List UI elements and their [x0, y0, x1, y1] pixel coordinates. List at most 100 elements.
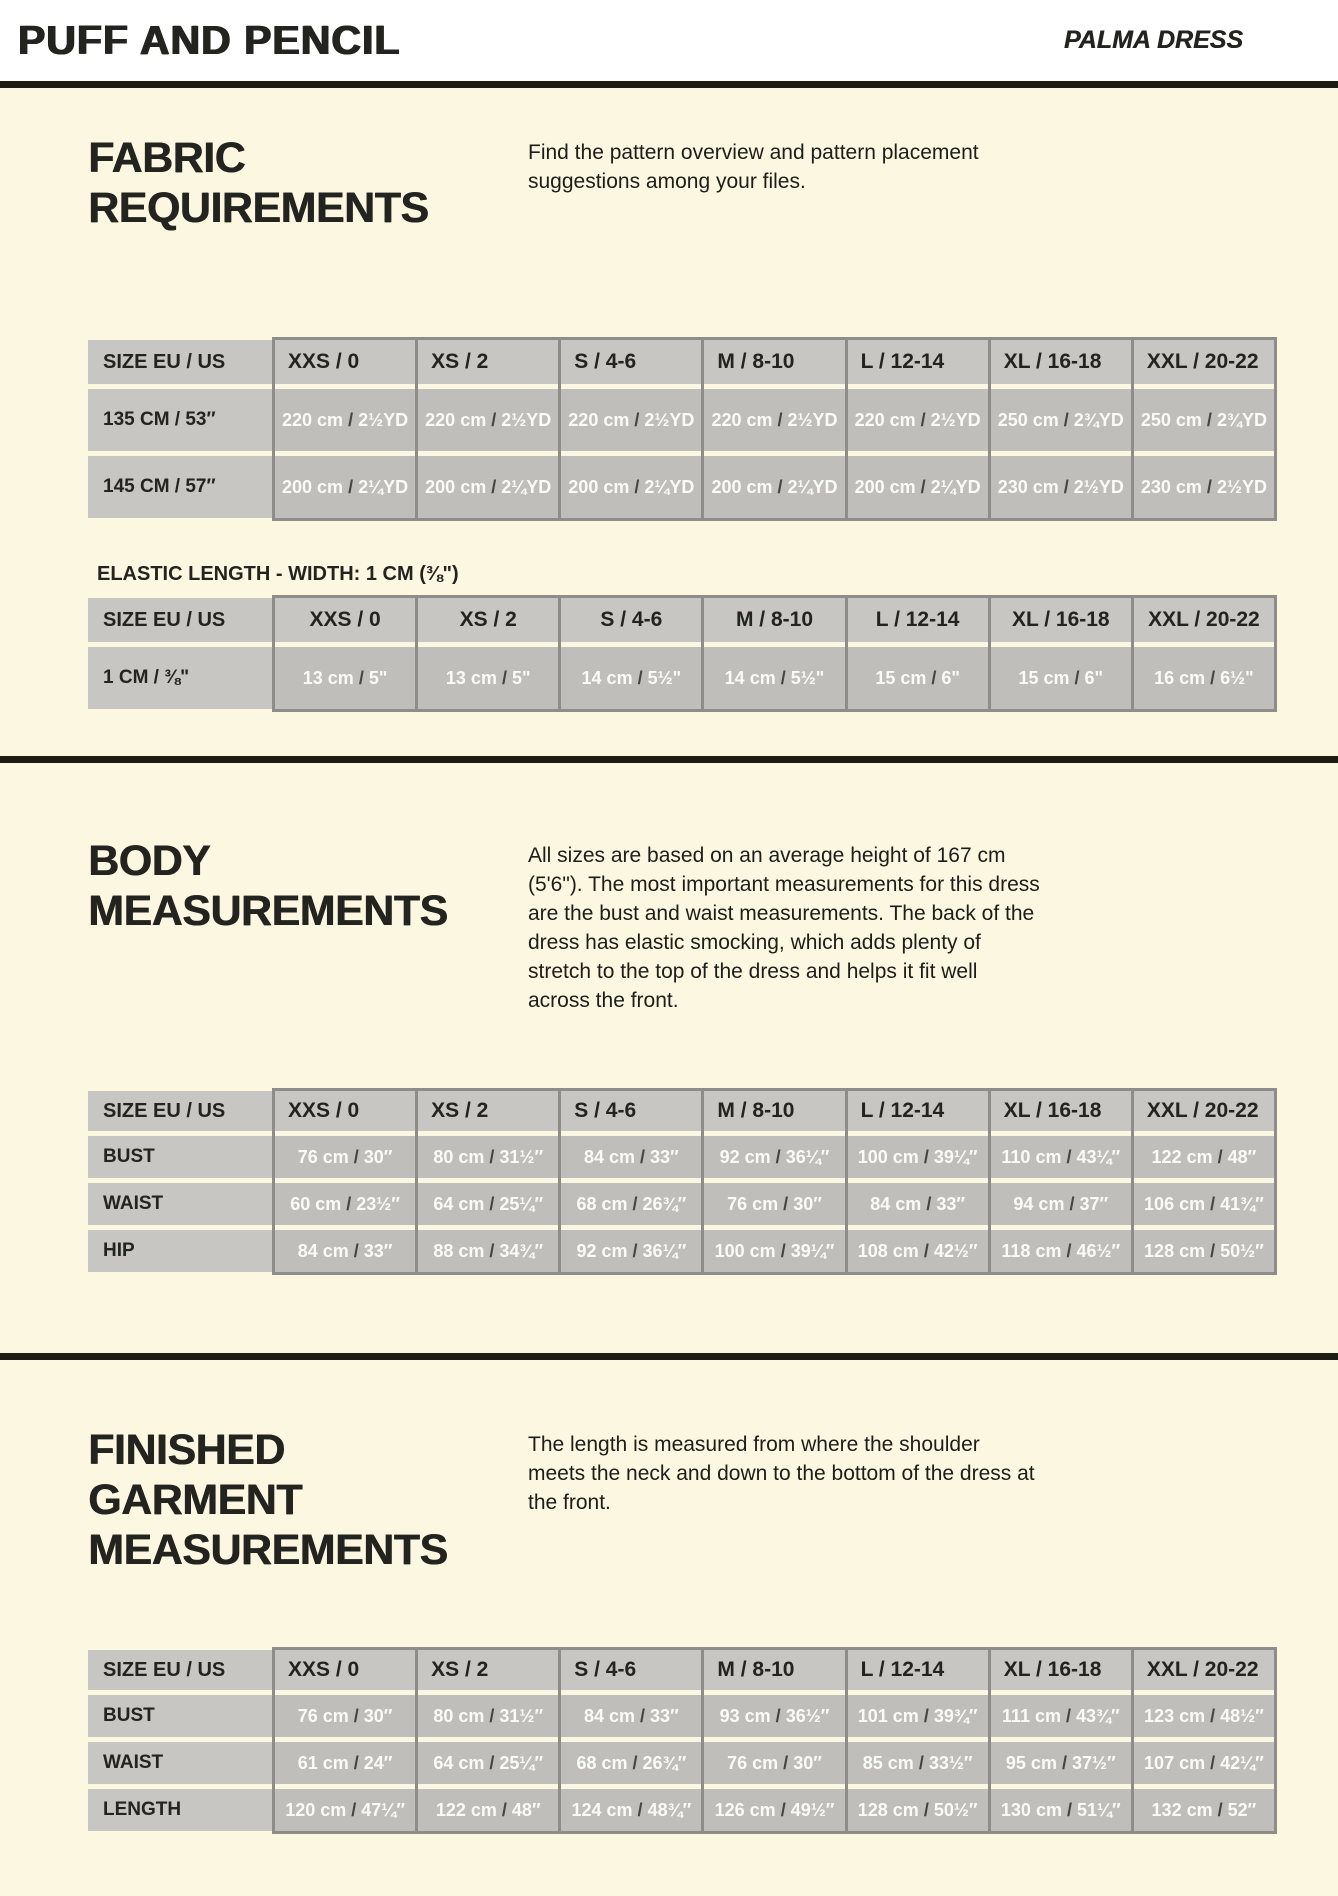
measurement-cell: 200 cm/2¼YD [704, 456, 845, 518]
size-column: XL / 16-18 110 cm/43¼″ 94 cm/37″ 118 cm/46½… [987, 1088, 1134, 1275]
fabric-section-intro: Find the pattern overview and pattern pl… [528, 141, 979, 193]
measurement-cell: 76 cm/30″ [704, 1183, 845, 1225]
measurement-cell: 230 cm/2½YD [990, 456, 1131, 518]
size-column: M / 8-10 92 cm/36¼″ 76 cm/30″ 100 cm/39¼″ [701, 1088, 848, 1275]
size-header-cell: M / 8-10 [704, 598, 845, 642]
measurement-cell: 61 cm/24″ [275, 1742, 416, 1784]
measurement-cell: 94 cm/37″ [990, 1183, 1131, 1225]
measurement-cell: 220 cm/2½YD [418, 389, 559, 451]
size-column: L / 12-14 220 cm/2½YD 200 cm/2¼YD [844, 337, 991, 521]
measurement-cell: 220 cm/2½YD [561, 389, 702, 451]
top-bar: PUFF AND PENCIL PALMA DRESS [0, 0, 1338, 81]
measurement-cell: 100 cm/39¼″ [847, 1136, 988, 1178]
measurement-cell: 76 cm/30″ [704, 1742, 845, 1784]
row-label-cell: 135 CM / 53″ [88, 389, 272, 451]
size-header-cell: L / 12-14 [847, 1091, 988, 1131]
measurement-cell: 123 cm/48½″ [1133, 1695, 1274, 1737]
measurement-cell: 92 cm/36¼″ [704, 1136, 845, 1178]
size-column: M / 8-10 220 cm/2½YD 200 cm/2¼YD [701, 337, 848, 521]
size-header-cell: M / 8-10 [704, 340, 845, 384]
size-header-cell: XXS / 0 [275, 1650, 416, 1690]
size-column: XS / 2 220 cm/2½YD 200 cm/2¼YD [415, 337, 562, 521]
size-label-column: SIZE EU / US BUST WAIST HIP [88, 1088, 272, 1275]
fabric-requirements-table: SIZE EU / US 135 CM / 53″ 145 CM / 57″ XXS … [88, 337, 1277, 521]
measurement-cell: 15 cm/6" [990, 647, 1131, 709]
measurement-cell: 250 cm/2¾YD [990, 389, 1131, 451]
size-label-column: SIZE EU / US BUST WAIST LENGTH [88, 1647, 272, 1834]
size-header-cell: XL / 16-18 [990, 340, 1131, 384]
size-column: XL / 16-18 111 cm/43¾″ 95 cm/37½″ 130 cm/51… [987, 1647, 1134, 1834]
size-column-header: SIZE EU / US [88, 340, 272, 384]
size-header-cell: S / 4-6 [561, 598, 702, 642]
measurement-cell: 220 cm/2½YD [275, 389, 416, 451]
document-title: PALMA DRESS [1063, 26, 1243, 54]
measurement-cell: 93 cm/36½″ [704, 1695, 845, 1737]
size-column: XL / 16-18 250 cm/2¾YD 230 cm/2½YD [987, 337, 1134, 521]
size-header-cell: XXL / 20-22 [1133, 340, 1274, 384]
row-label-cell: LENGTH [88, 1789, 272, 1831]
brand-logo: PUFF AND PENCIL [18, 17, 401, 63]
measurement-cell: 14 cm/5½" [704, 647, 845, 709]
size-label-column: SIZE EU / US 1 CM / ⅜" [88, 595, 272, 712]
measurement-cell: 128 cm/50½″ [847, 1789, 988, 1831]
row-label-cell: 145 CM / 57″ [88, 456, 272, 518]
section-fabric-requirements: FABRIC REQUIREMENTS Find the pattern over… [0, 88, 1338, 712]
measurement-cell: 107 cm/42¼″ [1133, 1742, 1274, 1784]
size-header-cell: XXS / 0 [275, 340, 416, 384]
size-column: XXL / 20-22 123 cm/48½″ 107 cm/42¼″ 132 cm /… [1130, 1647, 1277, 1834]
measurement-cell: 84 cm/33″ [847, 1183, 988, 1225]
size-column: S / 4-6 14 cm/5½" [558, 595, 705, 712]
size-header-cell: XXS / 0 [275, 598, 416, 642]
size-header-cell: XL / 16-18 [990, 1091, 1131, 1131]
size-header-cell: L / 12-14 [847, 598, 988, 642]
size-header-cell: XS / 2 [418, 1650, 559, 1690]
size-header-cell: XL / 16-18 [990, 1650, 1131, 1690]
fabric-section-title: FABRIC REQUIREMENTS [88, 134, 429, 232]
finished-garment-table: SIZE EU / US BUST WAIST LENGTH XXS / 0 76 cm /… [88, 1647, 1277, 1834]
measurement-cell: 13 cm/5" [418, 647, 559, 709]
size-header-cell: XXS / 0 [275, 1091, 416, 1131]
size-column: M / 8-10 14 cm/5½" [701, 595, 848, 712]
measurement-cell: 84 cm/33″ [561, 1695, 702, 1737]
size-column: L / 12-14 100 cm/39¼″ 84 cm/33″ 108 cm/42½″ [844, 1088, 991, 1275]
size-column-header: SIZE EU / US [88, 1091, 272, 1131]
section-divider [0, 756, 1338, 763]
size-column: XXS / 0 13 cm/5" [272, 595, 419, 712]
size-column: L / 12-14 15 cm/6" [844, 595, 991, 712]
size-header-cell: S / 4-6 [561, 1091, 702, 1131]
measurement-cell: 122 cm/48″ [418, 1789, 559, 1831]
size-header-cell: XL / 16-18 [990, 598, 1131, 642]
measurement-cell: 76 cm/30″ [275, 1695, 416, 1737]
size-header-cell: L / 12-14 [847, 340, 988, 384]
measurement-cell: 16 cm/6½" [1133, 647, 1274, 709]
size-column: XXL / 20-22 16 cm/6½" [1130, 595, 1277, 712]
body-section-head: BODY MEASUREMENTS All sizes are based on … [88, 836, 1277, 1015]
measurement-cell: 106 cm/41¾″ [1133, 1183, 1274, 1225]
measurement-cell: 230 cm/2½YD [1133, 456, 1274, 518]
size-header-cell: L / 12-14 [847, 1650, 988, 1690]
size-column: XS / 2 80 cm/31½″ 64 cm/25¼″ 122 cm/48″ [415, 1647, 562, 1834]
size-column: XL / 16-18 15 cm/6" [987, 595, 1134, 712]
size-header-cell: XXL / 20-22 [1133, 1091, 1274, 1131]
size-header-cell: S / 4-6 [561, 340, 702, 384]
measurement-cell: 250 cm/2¾YD [1133, 389, 1274, 451]
measurement-cell: 68 cm/26¾″ [561, 1742, 702, 1784]
size-column: XS / 2 13 cm/5" [415, 595, 562, 712]
size-column: XXS / 0 76 cm/30″ 60 cm/23½″ 84 cm/33″ [272, 1088, 419, 1275]
size-column: S / 4-6 84 cm/33″ 68 cm/26¾″ 92 cm/36¼″ [558, 1088, 705, 1275]
measurement-cell: 132 cm/52″ [1133, 1789, 1274, 1831]
measurement-cell: 13 cm/5" [275, 647, 416, 709]
size-column: XXS / 0 220 cm/2½YD 200 cm/2¼YD [272, 337, 419, 521]
measurement-cell: 220 cm/2½YD [704, 389, 845, 451]
measurement-cell: 84 cm/33″ [275, 1230, 416, 1272]
measurement-cell: 200 cm/2¼YD [561, 456, 702, 518]
measurement-cell: 108 cm/42½″ [847, 1230, 988, 1272]
row-label-cell: WAIST [88, 1183, 272, 1225]
size-header-cell: XXL / 20-22 [1133, 598, 1274, 642]
measurement-cell: 84 cm/33″ [561, 1136, 702, 1178]
measurement-cell: 110 cm/43¼″ [990, 1136, 1131, 1178]
body-measurements-table: SIZE EU / US BUST WAIST HIP XXS / 0 76 cm/30″… [88, 1088, 1277, 1275]
measurement-cell: 60 cm/23½″ [275, 1183, 416, 1225]
size-column: L / 12-14 101 cm/39¾″ 85 cm/33½″ 128 cm/50½… [844, 1647, 991, 1834]
